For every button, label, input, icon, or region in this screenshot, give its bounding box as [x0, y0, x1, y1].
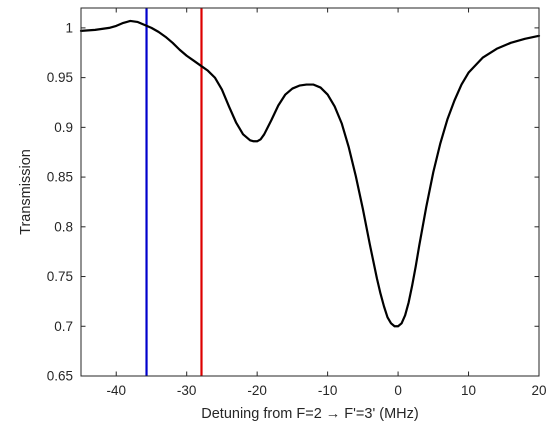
series-line-1 [79, 19, 541, 328]
plot-background [81, 8, 539, 376]
y-tick-label: 0.65 [47, 369, 73, 384]
plot-marks [79, 8, 541, 376]
x-tick-label: -20 [247, 383, 267, 398]
y-tick-label: 0.7 [54, 319, 73, 334]
x-tick-label: -40 [106, 383, 126, 398]
y-tick-label: 0.75 [47, 269, 73, 284]
x-tick-label: 10 [461, 383, 476, 398]
y-tick-label: 0.8 [54, 219, 73, 234]
axis-ticks: -40 -30 -20 -10 0 10 20 0.65 0.7 0.75 0.8 0.85 0.9 0.… [47, 8, 547, 398]
x-tick-label: -30 [177, 383, 197, 398]
y-tick-label: 0.9 [54, 120, 73, 135]
plot-frame [80, 7, 540, 377]
y-axis-label: Transmission [18, 149, 34, 235]
x-axis-label: Detuning from F=2 → F'=3' (MHz) [201, 406, 418, 422]
y-tick-label: 1 [65, 20, 73, 35]
x-tick-label: 20 [531, 383, 546, 398]
x-tick-label: -10 [318, 383, 338, 398]
y-tick-label: 0.85 [47, 170, 73, 185]
y-tick-label: 0.95 [47, 70, 73, 85]
x-tick-label: 0 [394, 383, 402, 398]
